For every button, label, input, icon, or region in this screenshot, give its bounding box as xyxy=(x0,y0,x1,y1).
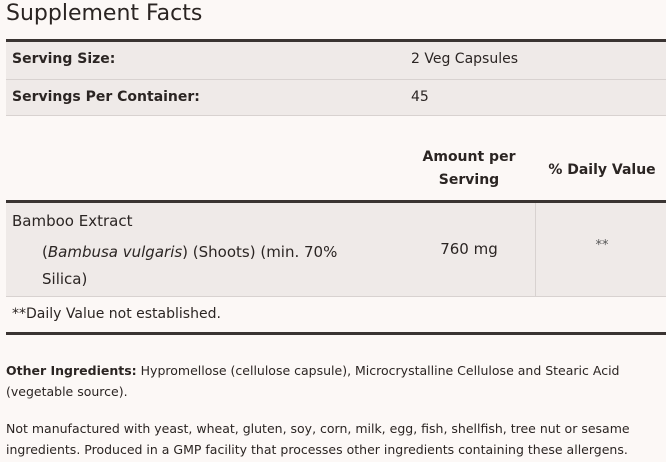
ingredient-latin-name: Bambusa vulgaris xyxy=(47,243,183,261)
ingredient-detail-text: ) (Shoots) (min. 70% Silica) xyxy=(42,243,338,288)
serving-size-row xyxy=(6,42,666,80)
other-ingredients-text: Hypromellose (cellulose capsule), Microc… xyxy=(6,363,620,399)
ingredient-row xyxy=(6,203,666,297)
servings-per-container-row xyxy=(6,80,666,116)
allergen-statement: Not manufactured with yeast, wheat, glut… xyxy=(6,421,630,457)
page-title: Supplement Facts xyxy=(6,1,203,26)
divider xyxy=(6,332,666,335)
amount-per-serving-header: Amount per Serving xyxy=(422,149,516,188)
other-ingredients: Other Ingredients: Hypromellose (cellulo… xyxy=(6,360,656,402)
ingredient-detail: (Bambusa vulgaris) (Shoots) (min. 70% Si… xyxy=(42,243,338,288)
column-divider xyxy=(535,203,536,296)
divider xyxy=(6,200,666,203)
divider xyxy=(6,39,666,42)
servings-per-container-value: 45 xyxy=(411,89,429,105)
ingredient-name: Bamboo Extract xyxy=(12,212,133,230)
servings-per-container-label: Servings Per Container: xyxy=(12,89,200,105)
other-ingredients-label: Other Ingredients: xyxy=(6,363,137,378)
serving-size-label: Serving Size: xyxy=(12,51,116,67)
footnote: **Daily Value not established. xyxy=(12,306,221,322)
daily-value-header: % Daily Value xyxy=(548,162,656,178)
serving-size-value: 2 Veg Capsules xyxy=(411,51,519,67)
ingredient-amount: 760 mg xyxy=(440,240,498,258)
ingredient-daily-value: ** xyxy=(595,238,609,253)
